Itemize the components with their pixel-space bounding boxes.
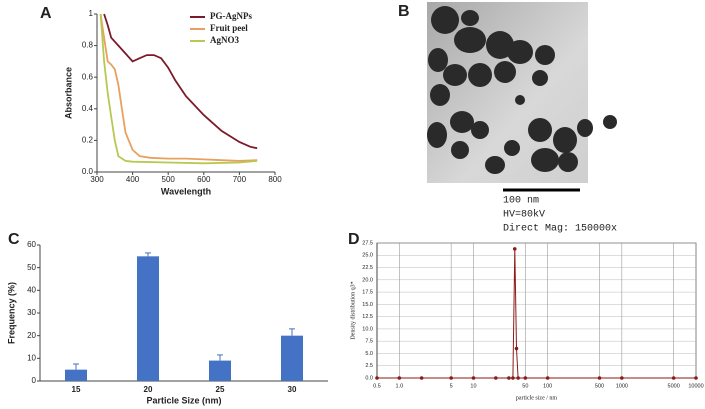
image-caption: Direct Mag: 150000x — [503, 223, 617, 235]
y-tick-label: 17.5 — [362, 290, 373, 296]
point — [511, 376, 515, 380]
point — [597, 376, 602, 380]
y-tick-label: 25.0 — [362, 253, 373, 259]
y-tick-label: 0.0 — [82, 167, 94, 176]
y-tick-label: 0.8 — [82, 41, 94, 50]
y-tick-label: 12.5 — [362, 314, 373, 320]
point — [512, 247, 517, 251]
y-tick-label: 0.6 — [82, 72, 94, 81]
y-tick-label: 0 — [32, 376, 37, 385]
x-tick-label: 300 — [90, 175, 104, 184]
image-caption: HV=80kV — [503, 209, 545, 221]
bar — [65, 369, 87, 381]
point — [671, 376, 676, 380]
x-tick-label: 30 — [288, 385, 297, 394]
x-tick-label: 800 — [268, 175, 282, 184]
x-tick-label: 5 — [450, 383, 453, 389]
x-tick-label: 0.5 — [373, 383, 381, 389]
series-line — [99, 13, 258, 165]
y-tick-label: 20 — [27, 331, 36, 340]
point — [471, 376, 476, 380]
x-tick-label: 15 — [72, 385, 81, 394]
legend-label: Fruit peel — [210, 23, 248, 33]
y-tick-label: 10 — [27, 353, 36, 362]
legend-label: PG-AgNPs — [210, 11, 252, 21]
tem-image — [427, 2, 617, 183]
y-tick-label: 50 — [27, 263, 36, 272]
point — [523, 376, 528, 380]
y-tick-label: 27.5 — [362, 240, 373, 246]
x-tick-label: 500 — [162, 175, 176, 184]
y-tick-label: 5.0 — [365, 351, 373, 357]
point — [494, 376, 498, 380]
series-line — [103, 13, 258, 150]
y-tick-label: 20.0 — [362, 277, 373, 283]
x-tick-label: 25 — [216, 385, 225, 394]
x-tick-label: 700 — [233, 175, 247, 184]
particles — [427, 6, 617, 174]
y-axis-label: Density distribution q3* — [350, 281, 356, 339]
x-tick-label: 50 — [522, 383, 528, 389]
panel-label: A — [40, 5, 52, 22]
bar — [281, 335, 303, 381]
bar — [209, 360, 231, 381]
x-tick-label: 20 — [144, 385, 153, 394]
y-tick-label: 2.5 — [365, 363, 373, 369]
y-tick-label: 15.0 — [362, 302, 373, 308]
point — [620, 376, 624, 380]
y-axis-label: Absorbance — [63, 67, 73, 119]
x-tick-label: 5000 — [668, 383, 680, 389]
x-tick-label: 400 — [126, 175, 140, 184]
y-tick-label: 0.0 — [365, 375, 373, 381]
plot-frame — [376, 242, 697, 379]
x-tick-label: 100 — [543, 383, 552, 389]
bar — [137, 256, 159, 381]
scale-label: 100 nm — [503, 196, 539, 207]
y-tick-label: 7.5 — [365, 339, 373, 345]
y-tick-label: 0.4 — [82, 104, 94, 113]
y-tick-label: 30 — [27, 308, 36, 317]
point — [516, 376, 520, 380]
panel-label: B — [398, 3, 410, 20]
x-axis-label: Wavelength — [161, 186, 211, 196]
point — [545, 376, 550, 380]
point — [397, 376, 402, 380]
y-tick-label: 40 — [27, 285, 36, 294]
x-tick-label: 600 — [197, 175, 211, 184]
y-tick-label: 0.2 — [82, 136, 94, 145]
x-tick-label: 1.0 — [395, 383, 403, 389]
x-tick-label: 10 — [470, 383, 476, 389]
x-axis-label: particle size / nm — [516, 395, 557, 401]
panel-label: C — [8, 231, 20, 248]
series-line — [99, 13, 258, 162]
x-tick-label: 10000 — [688, 383, 703, 389]
y-axis-label: Frequency (%) — [6, 282, 16, 344]
legend-label: AgNO3 — [210, 35, 239, 45]
x-tick-label: 1000 — [616, 383, 628, 389]
point — [694, 376, 698, 380]
x-tick-label: 500 — [595, 383, 604, 389]
y-tick-label: 1 — [89, 9, 94, 18]
point — [449, 376, 453, 380]
y-tick-label: 10.0 — [362, 326, 373, 332]
point — [507, 376, 511, 380]
panel-label: D — [348, 231, 360, 248]
x-axis-label: Particle Size (nm) — [146, 395, 221, 405]
y-tick-label: 60 — [27, 240, 36, 249]
point — [419, 376, 424, 380]
point — [375, 376, 379, 380]
y-tick-label: 22.5 — [362, 265, 373, 271]
point — [514, 346, 519, 351]
series-line — [377, 248, 696, 379]
